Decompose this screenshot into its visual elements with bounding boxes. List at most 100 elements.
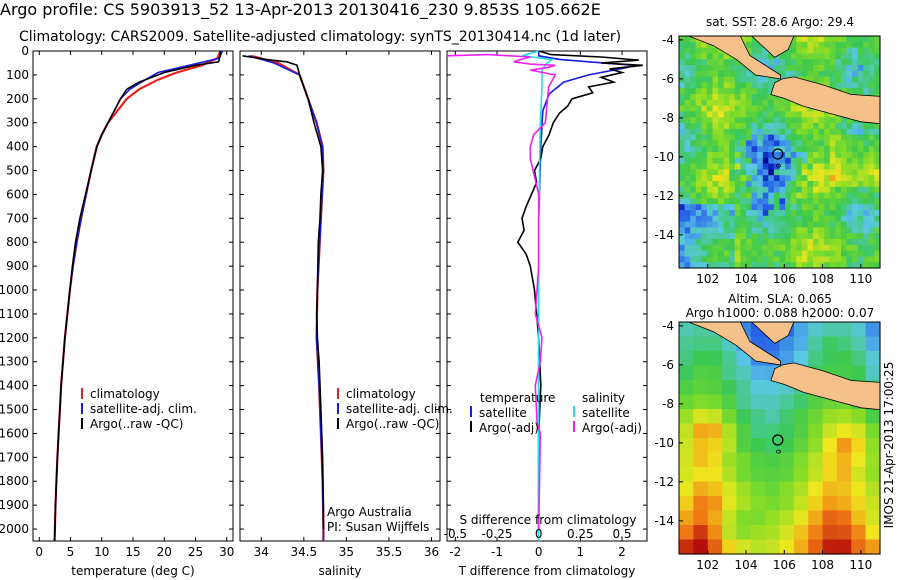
map-cell — [874, 262, 881, 269]
map-cell — [851, 423, 867, 439]
map-cell — [679, 123, 686, 130]
map-cell — [836, 496, 852, 512]
map-cell — [690, 41, 697, 49]
map-cell — [846, 123, 853, 130]
map-cell — [695, 169, 702, 176]
map-cell — [768, 94, 775, 101]
map-cell — [729, 157, 736, 165]
map-cell — [796, 65, 803, 72]
map-cell — [836, 510, 852, 526]
map-cell — [695, 215, 702, 223]
map-cell — [813, 65, 820, 72]
map-cell — [757, 262, 764, 269]
map-cell — [746, 152, 753, 159]
map-cell — [840, 41, 848, 49]
map-cell — [779, 438, 795, 454]
map-cell — [785, 256, 792, 263]
map-cell — [690, 250, 697, 257]
map-cell — [801, 262, 808, 269]
map-x-tick-label: 106 — [773, 272, 796, 286]
x-tick-label: 20 — [157, 545, 172, 559]
map-cell — [796, 210, 803, 217]
map-cell — [807, 192, 814, 199]
map-cell — [712, 88, 719, 95]
map-cell — [863, 140, 870, 147]
land-mass — [679, 35, 781, 80]
x-tick-label: 10 — [94, 545, 109, 559]
map-cell — [701, 262, 708, 269]
map-cell — [829, 41, 836, 49]
map-cell — [846, 47, 853, 54]
map-cell — [857, 36, 864, 43]
map-cell — [723, 128, 730, 136]
map-cell — [836, 351, 852, 367]
map-cell — [684, 198, 691, 205]
map-cell — [723, 76, 730, 83]
map-cell — [857, 181, 864, 188]
map-cell — [813, 227, 820, 234]
map-cell — [813, 70, 820, 78]
map-cell — [801, 123, 808, 130]
map-cell — [807, 215, 814, 223]
map-cell — [734, 111, 741, 118]
map-cell — [874, 221, 881, 228]
map-cell — [846, 256, 853, 263]
map-cell — [746, 117, 753, 124]
map-cell — [779, 262, 786, 269]
map-cell — [835, 128, 842, 136]
legend-label: Argo(..raw -QC) — [346, 417, 439, 431]
map-cell — [807, 256, 814, 263]
map-cell — [829, 227, 836, 234]
depth-tick-label: 200 — [6, 92, 29, 106]
map-cell — [818, 181, 825, 188]
map-cell — [695, 262, 702, 269]
map-cell — [796, 169, 803, 176]
map-cell — [807, 210, 814, 217]
map-cell — [813, 47, 820, 54]
map-cell — [762, 215, 769, 223]
map-cell — [857, 134, 864, 141]
map-cell — [723, 82, 730, 89]
map-cell — [718, 210, 725, 217]
map-cell — [852, 53, 859, 60]
map-cell — [740, 117, 747, 124]
map-cell — [840, 262, 848, 269]
map-cell — [729, 215, 736, 223]
map-cell — [762, 59, 769, 66]
map-cell — [750, 365, 766, 381]
map-cell — [736, 510, 752, 526]
map-cell — [785, 175, 792, 182]
map-cell — [695, 210, 702, 217]
map-cell — [740, 76, 747, 83]
map-cell — [723, 146, 730, 153]
map-cell — [807, 169, 814, 176]
map-cell — [757, 99, 764, 107]
map-cell — [712, 198, 719, 205]
map-cell — [807, 152, 814, 159]
map-cell — [762, 244, 769, 252]
x-tick-label: 25 — [188, 545, 203, 559]
map-cell — [740, 128, 747, 136]
map-cell — [690, 210, 697, 217]
map-cell — [793, 496, 809, 512]
legend-label: Argo(-adj) — [582, 421, 642, 435]
map-cell — [824, 192, 831, 199]
map-cell — [829, 198, 836, 205]
map-cell — [750, 525, 766, 541]
map-cell — [818, 175, 825, 182]
legend-title: temperature — [480, 391, 555, 405]
map-cell — [718, 134, 725, 141]
map-cell — [829, 181, 836, 188]
map-cell — [829, 123, 836, 130]
map-cell — [722, 467, 738, 483]
map-cell — [762, 88, 769, 95]
map-cell — [740, 152, 747, 159]
map-cell — [690, 256, 697, 263]
map-cell — [729, 123, 736, 130]
map-cell — [684, 210, 691, 217]
map-cell — [801, 181, 808, 188]
map-cell — [712, 76, 719, 83]
map-cell — [824, 123, 831, 130]
map-cell — [706, 146, 714, 153]
